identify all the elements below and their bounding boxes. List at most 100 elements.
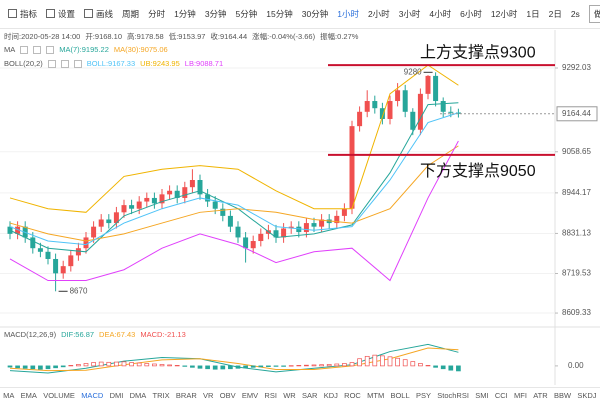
macd-bar — [83, 363, 89, 367]
indicator-tab[interactable]: ROC — [344, 390, 361, 400]
indicator-tab[interactable]: PSY — [415, 390, 431, 400]
period-button[interactable]: 12小时 — [490, 9, 518, 19]
macd-bar — [53, 365, 58, 369]
indicator-tab[interactable]: ATR — [533, 390, 548, 400]
indicator-tab[interactable]: BOLL — [390, 390, 410, 400]
candle-body — [15, 226, 21, 234]
info-item: 开:9168.10 — [85, 32, 123, 41]
icon[interactable] — [33, 45, 42, 54]
info-item: 涨幅:-0.04%(-3.66) — [252, 32, 316, 41]
candle-body — [121, 205, 127, 213]
icon[interactable] — [47, 59, 56, 68]
icon[interactable] — [73, 59, 82, 68]
macd-bar — [15, 365, 20, 369]
indicator-tab[interactable]: VR — [203, 390, 214, 400]
candle-body — [197, 180, 203, 195]
indicator-tab[interactable]: WR — [283, 390, 296, 400]
period-button[interactable]: 3小时 — [398, 9, 421, 19]
macd-bar — [273, 365, 279, 367]
period-button[interactable]: 6小时 — [460, 9, 482, 19]
overlay-line — [9, 145, 459, 242]
indicator-tab[interactable]: DMI — [109, 390, 124, 400]
candle-body — [144, 197, 150, 202]
period-button[interactable]: 1日 — [526, 9, 540, 19]
indicator-tab[interactable]: SMI — [475, 390, 489, 400]
candle-body — [136, 201, 142, 209]
macd-bar — [357, 358, 362, 367]
candle-body — [273, 230, 279, 238]
candle-body — [258, 233, 264, 242]
indicator-tab[interactable]: EMV — [241, 390, 259, 400]
legend-row: BOLL(20,2) BOLL:9167.33 UB:9243.95 LB:9088.… — [4, 59, 223, 68]
action-button[interactable]: 做空区 — [588, 5, 600, 23]
indicator-tab[interactable]: KDJ — [323, 390, 338, 400]
toolbar: 指标 设置 画线 周期 分时 1分钟 3分钟 5分钟 15分钟 30分钟 1小时 2小时 3小时 4小时 6… — [0, 0, 600, 29]
candle-body — [341, 208, 347, 216]
candle-body — [296, 226, 302, 233]
info-item: 低:9153.97 — [168, 32, 206, 41]
period-button[interactable]: 3分钟 — [204, 9, 227, 19]
tool-button[interactable]: 指标 — [8, 8, 37, 20]
macd-bar — [380, 355, 385, 367]
indicator-tab[interactable]: MACD — [81, 390, 104, 400]
annotation-text: 下方支撑点9050 — [420, 162, 536, 180]
candle-body — [235, 226, 241, 238]
candle-body — [448, 111, 454, 113]
indicator-tab[interactable]: BRAR — [175, 390, 197, 400]
indicator-tab[interactable]: MFI — [514, 390, 527, 400]
macd-bar — [243, 365, 248, 369]
legend-row: MA MA(7):9195.22 MA(30):9075.06 — [4, 45, 168, 54]
indicator-tab[interactable]: MTM — [367, 390, 385, 400]
period-button[interactable]: 4小时 — [429, 9, 452, 19]
indicator-tab[interactable]: MA — [3, 390, 15, 400]
indicator-tab[interactable]: SKDJ — [577, 390, 597, 400]
candle-body — [205, 194, 211, 202]
macd-bar — [349, 362, 355, 367]
indicator-tab[interactable]: StochRSI — [437, 390, 469, 400]
period-label: 周期 — [122, 9, 140, 19]
period-button[interactable]: 1小时 — [337, 9, 359, 19]
period-button[interactable]: 2日 — [548, 9, 562, 19]
period-button[interactable]: 2小时 — [367, 9, 390, 19]
legend-label: MA — [4, 45, 16, 54]
candle-body — [227, 215, 233, 227]
icon[interactable] — [46, 45, 55, 54]
period-button[interactable]: 分时 — [148, 9, 166, 19]
indicator-tab[interactable]: VOLUME — [43, 390, 75, 400]
macd-bar — [425, 365, 431, 367]
candle-body — [250, 241, 256, 249]
candle-body — [98, 219, 104, 227]
candle-body — [410, 111, 416, 130]
legend-row: MACD(12,26,9) DIF:56.87 DEA:67.43 MACD:-21.… — [4, 330, 186, 339]
indicator-tab[interactable]: OBV — [219, 390, 236, 400]
period-button[interactable]: 1分钟 — [174, 9, 196, 19]
macd-bar — [342, 363, 347, 367]
indicator-tab[interactable]: CCI — [494, 390, 508, 400]
macd-bar — [395, 357, 400, 367]
tool-button[interactable]: 画线 — [84, 8, 113, 20]
candle-body — [243, 237, 249, 249]
candle-body — [281, 228, 287, 238]
overlay-line — [9, 102, 459, 253]
indicator-tab[interactable]: EMA — [20, 390, 37, 400]
candle-body — [189, 180, 195, 188]
period-button[interactable]: 30分钟 — [301, 9, 329, 19]
tool-button[interactable]: 设置 — [46, 8, 75, 20]
indicator-tab[interactable]: RSI — [264, 390, 277, 400]
icon[interactable] — [20, 45, 29, 54]
indicator-tab[interactable]: BBW — [553, 390, 572, 400]
icon[interactable] — [60, 59, 69, 68]
macd-bar — [182, 365, 188, 367]
info-item: 振幅:0.27% — [320, 32, 359, 41]
candle-body — [372, 101, 378, 109]
current-price-label: 9164.44 — [562, 109, 591, 118]
speed[interactable]: 2s — [570, 9, 580, 19]
macd-bar — [220, 365, 226, 370]
indicator-tab[interactable]: TRIX — [152, 390, 170, 400]
indicator-tab[interactable]: DMA — [129, 390, 147, 400]
candle-body — [182, 187, 188, 198]
indicator-tab[interactable]: SAR — [302, 390, 318, 400]
period-button[interactable]: 5分钟 — [235, 9, 258, 19]
y-tick-label: 8944.17 — [562, 188, 591, 197]
period-button[interactable]: 15分钟 — [266, 9, 293, 19]
